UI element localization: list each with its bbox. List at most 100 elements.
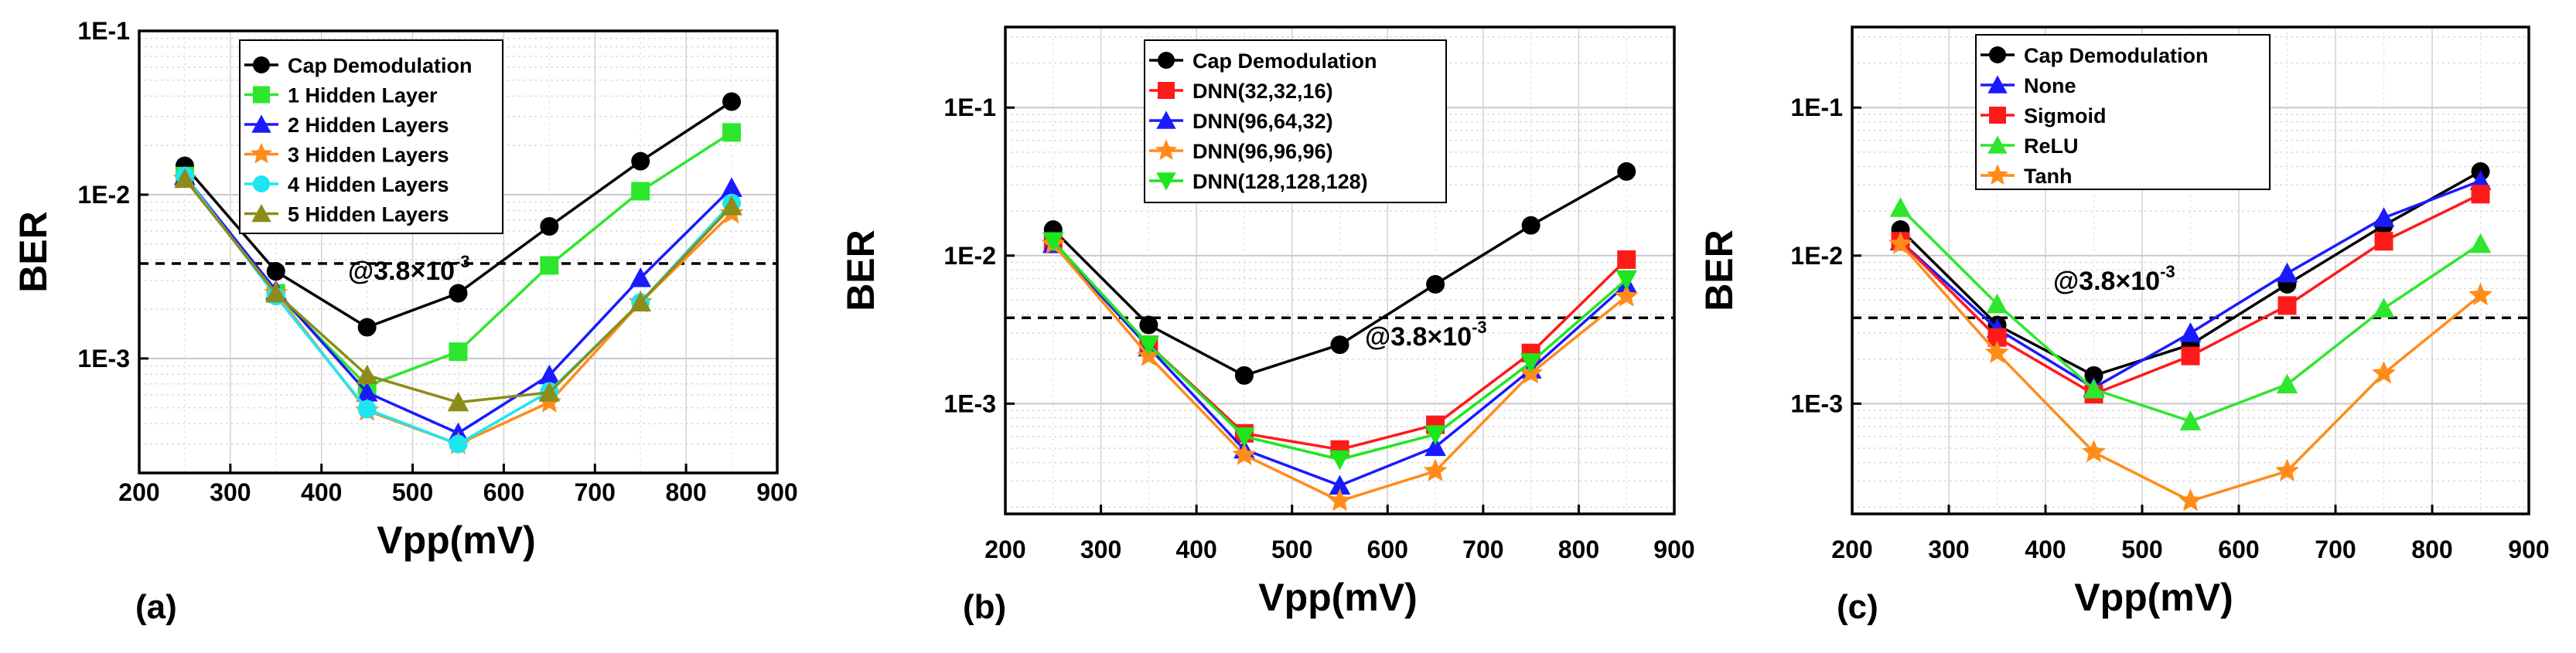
x-tick-label: 700 [1462,536,1503,563]
legend-label: Cap Demodulation [1192,49,1377,73]
data-point [2179,410,2202,430]
legend-marker [253,56,270,73]
legend-label: DNN(32,32,16) [1192,80,1333,103]
data-point [538,382,561,402]
panel-label: (c) [1837,588,1878,626]
ticks [138,29,779,473]
legend-item: DNN(32,32,16) [1149,80,1333,103]
data-point [1423,458,1448,481]
data-point [1329,474,1351,495]
data-point [2373,298,2395,318]
data-point [1986,293,2008,314]
y-tick-label: 1E-3 [1790,389,1843,417]
data-point [2179,488,2202,512]
y-tick-label: 1E-2 [1790,242,1843,270]
legend-item: DNN(96,96,96) [1149,139,1333,163]
panel-label: (a) [135,588,177,626]
annotation-base: @3.8×10 [348,257,455,286]
data-point [1520,353,1542,373]
plot-frame [138,29,779,474]
ticks [1004,106,1676,514]
x-tick-label: 300 [1928,536,1969,563]
data-point [174,168,196,189]
x-tick-label: 200 [1831,536,1872,563]
data-point [629,291,652,312]
data-point [1234,366,1254,385]
data-point [2082,440,2106,463]
data-point [1139,315,1158,335]
x-tick-label: 300 [1080,536,1121,563]
data-point [356,364,378,385]
x-tick-label: 700 [2315,536,2356,563]
data-point [2469,282,2492,306]
y-tick-label: 1E-3 [943,389,996,417]
x-tick-label: 800 [1558,536,1599,563]
data-point [1328,488,1352,512]
legend-marker [1156,172,1176,191]
legend-item: Cap Demodulation [1981,44,2209,67]
data-point [2179,322,2202,342]
legend: Cap Demodulation DNN(32,32,16) DNN(96,64,3… [1144,39,1447,203]
series-4 [1888,231,2492,512]
plot-frame [1851,26,2530,515]
data-point [1889,197,1912,217]
data-point [449,342,468,362]
x-tick-label: 800 [665,478,706,506]
x-axis-title: Vpp(mV) [2074,576,2233,619]
threshold-annotation: @3.8×10-3 [348,252,470,286]
data-point [449,434,468,454]
data-point [1233,427,1255,447]
x-tick-label: 400 [1175,536,1216,563]
series-4 [1042,232,1638,471]
data-point [357,318,377,337]
data-point [631,151,650,171]
x-tick-label: 200 [984,536,1025,563]
legend-label: None [2024,74,2076,97]
legend-label: DNN(96,64,32) [1192,110,1333,133]
legend-item: DNN(128,128,128) [1149,170,1368,193]
x-tick-label: 600 [483,478,524,506]
legend-marker [1989,107,2006,124]
legend-box [239,39,503,234]
data-point [2084,366,2103,385]
legend-item: Tanh [1981,164,2073,188]
legend-marker [253,175,270,192]
annotation-exponent: -3 [1472,318,1487,337]
y-axis-title: BER [839,230,882,311]
data-point [2372,361,2396,384]
x-tick-label: 400 [2025,536,2066,563]
legend: Cap Demodulation 1 Hidden Layer 2 Hidden L… [239,39,503,234]
x-tick-label: 800 [2411,536,2452,563]
legend-item: Cap Demodulation [244,54,473,77]
y-axis-title: BER [12,211,55,293]
data-point [2373,207,2395,227]
legend-label: 4 Hidden Layers [288,173,449,196]
legend-label: DNN(96,96,96) [1192,140,1333,163]
legend-label: Sigmoid [2024,104,2107,128]
annotation-exponent: -3 [455,252,470,271]
x-tick-label: 500 [1271,536,1312,563]
legend-marker [1158,52,1175,69]
x-axis-title: Vpp(mV) [377,519,536,562]
data-point [1232,442,1257,465]
legend-marker [250,142,273,164]
annotation-base: @3.8×10 [1365,322,1472,352]
legend-item: 5 Hidden Layers [244,203,449,226]
x-tick-label: 400 [301,478,342,506]
data-point [2276,262,2298,283]
legend-marker [1987,135,2008,154]
data-point [722,92,742,111]
panel-label: (b) [963,588,1006,626]
legend-marker [253,86,270,104]
legend-label: 5 Hidden Layers [288,203,449,226]
data-point [721,177,742,197]
legend-marker [251,114,271,133]
legend-marker [1155,139,1178,160]
legend-item: ReLU [1981,134,2079,158]
chart-panel-2: 200 300 400 500 600 700 800 900 1E-3 1E-2 1E-1 Vpp(… [839,26,1695,626]
data-point [2471,185,2490,204]
data-point [449,284,468,303]
legend-marker [1987,75,2008,94]
data-point [722,123,742,142]
